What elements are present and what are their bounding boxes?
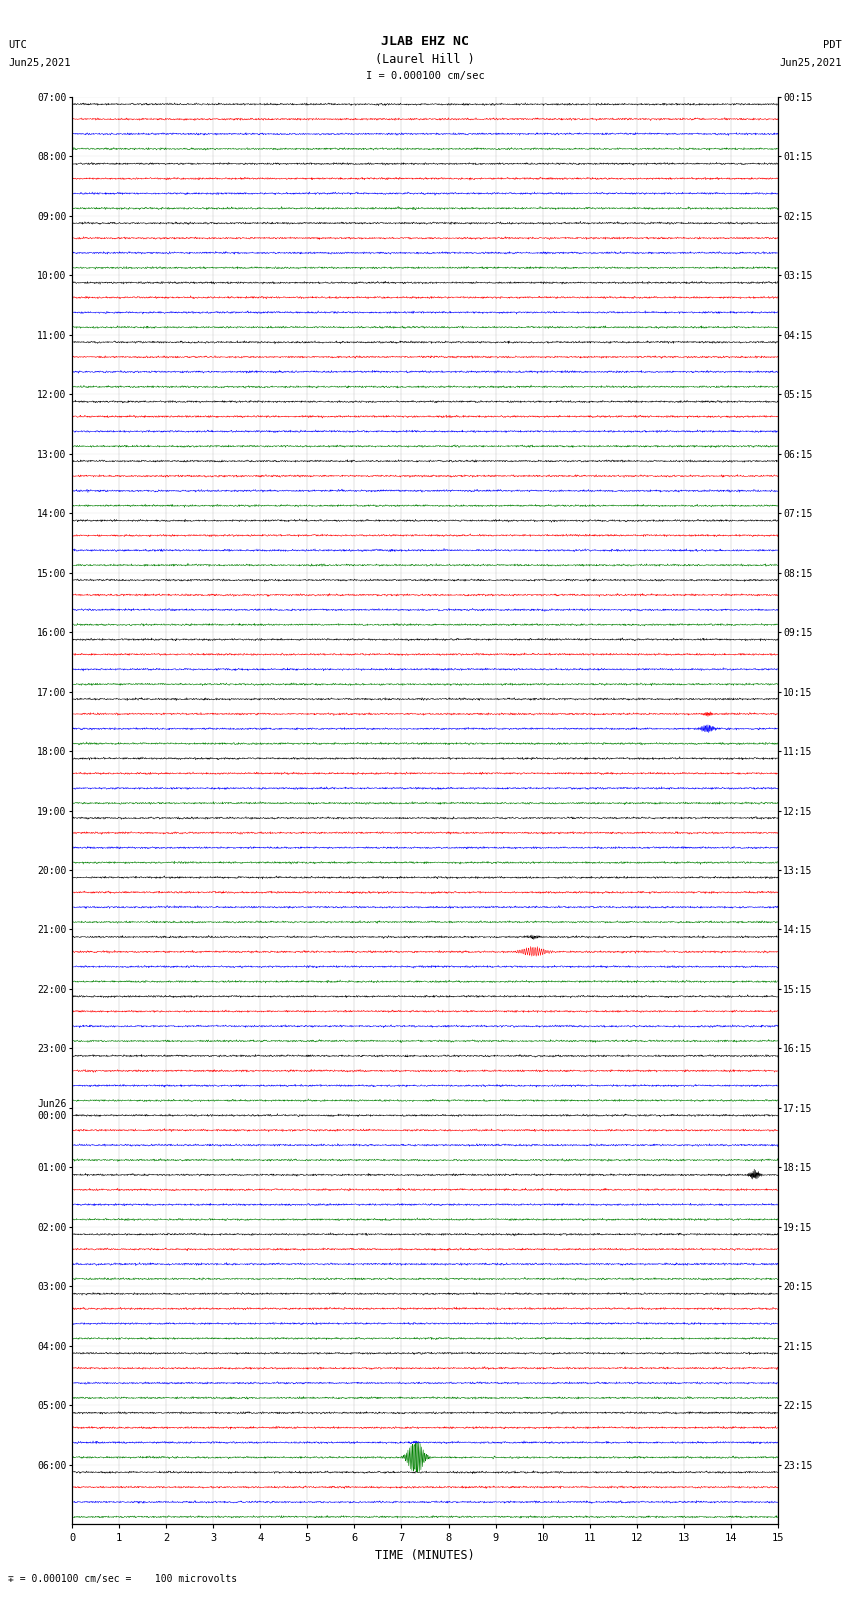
Text: Jun25,2021: Jun25,2021 (779, 58, 842, 68)
Text: PDT: PDT (823, 40, 842, 50)
Text: I = 0.000100 cm/sec: I = 0.000100 cm/sec (366, 71, 484, 81)
Text: (Laurel Hill ): (Laurel Hill ) (375, 53, 475, 66)
Text: UTC: UTC (8, 40, 27, 50)
Text: ∓ = 0.000100 cm/sec =    100 microvolts: ∓ = 0.000100 cm/sec = 100 microvolts (8, 1574, 238, 1584)
X-axis label: TIME (MINUTES): TIME (MINUTES) (375, 1548, 475, 1561)
Text: Jun25,2021: Jun25,2021 (8, 58, 71, 68)
Text: JLAB EHZ NC: JLAB EHZ NC (381, 35, 469, 48)
